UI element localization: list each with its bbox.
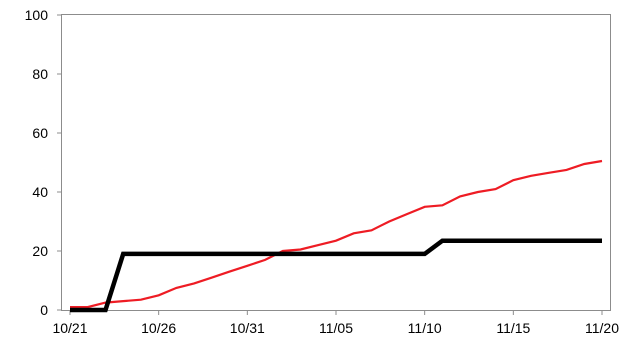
- y-tick-label: 20: [32, 243, 48, 259]
- y-tick-label: 40: [32, 184, 48, 200]
- y-tick-label: 0: [40, 302, 48, 318]
- black-series-line: [70, 238, 602, 313]
- series-layer: [70, 159, 603, 313]
- y-tick-label: 100: [25, 7, 49, 23]
- y-tick-label: 80: [32, 66, 48, 82]
- x-tick-label: 10/31: [230, 320, 265, 336]
- red-series-line: [70, 159, 603, 309]
- x-tick-label: 11/10: [408, 320, 442, 336]
- y-tick-label: 60: [32, 125, 48, 141]
- x-tick-label: 11/20: [585, 320, 619, 336]
- x-axis: 10/21 10/26 10/31 11/05 11/10 11/15 11/20: [52, 310, 619, 336]
- x-tick-label: 11/15: [496, 320, 530, 336]
- y-axis: 0 20 40 60 80 100: [25, 7, 62, 318]
- plot-frame: [61, 14, 611, 311]
- x-tick-label: 10/26: [141, 320, 176, 336]
- x-tick-label: 10/21: [52, 320, 87, 336]
- x-tick-label: 11/05: [319, 320, 353, 336]
